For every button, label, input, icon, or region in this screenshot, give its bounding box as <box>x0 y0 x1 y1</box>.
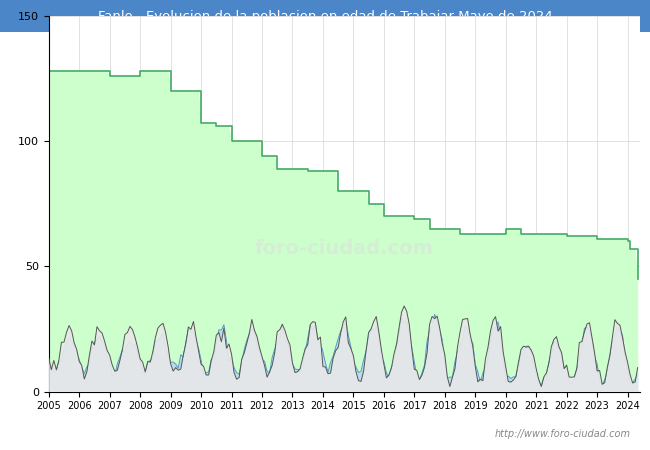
Text: http://www.foro-ciudad.com: http://www.foro-ciudad.com <box>495 429 630 439</box>
Text: Fanlo - Evolucion de la poblacion en edad de Trabajar Mayo de 2024: Fanlo - Evolucion de la poblacion en eda… <box>98 10 552 22</box>
Text: foro-ciudad.com: foro-ciudad.com <box>255 239 434 258</box>
